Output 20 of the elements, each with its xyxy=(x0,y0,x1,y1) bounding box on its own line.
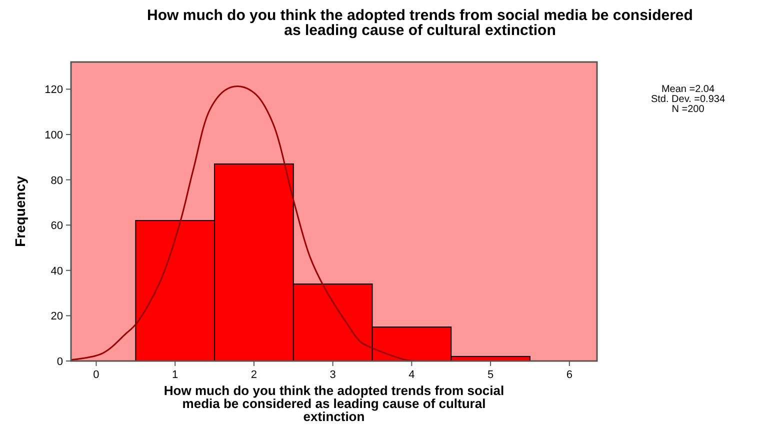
x-tick-label: 5 xyxy=(487,369,494,381)
x-tick-label: 6 xyxy=(566,369,572,381)
text: N =200 xyxy=(672,104,705,115)
y-tick-label: 40 xyxy=(50,265,63,278)
text: Std. Dev. =0.934 xyxy=(650,94,726,105)
y-tick-label: 80 xyxy=(50,174,63,187)
y-tick-label: 100 xyxy=(44,129,63,142)
y-tick-label: 0 xyxy=(56,356,63,368)
y-axis-title: Frequency xyxy=(12,176,28,247)
y-tick-label: 60 xyxy=(50,220,63,232)
y-tick-label: 120 xyxy=(44,84,63,96)
y-tick-label: 20 xyxy=(50,310,63,323)
x-tick-label: 1 xyxy=(172,369,178,381)
chart-title: How much do you think the adopted trends from social media be considered as leading cause of cultural extinction xyxy=(147,7,693,39)
x-tick-label: 2 xyxy=(250,369,258,381)
x-tick-label: 4 xyxy=(408,369,415,381)
x-tick-label: 0 xyxy=(93,369,100,381)
text: Mean =2.04 xyxy=(661,84,715,95)
x-axis-title: How much do you think the adopted trends from social media be considered as leading cause of cultural extinction xyxy=(164,383,504,424)
x-tick-label: 3 xyxy=(330,369,336,381)
